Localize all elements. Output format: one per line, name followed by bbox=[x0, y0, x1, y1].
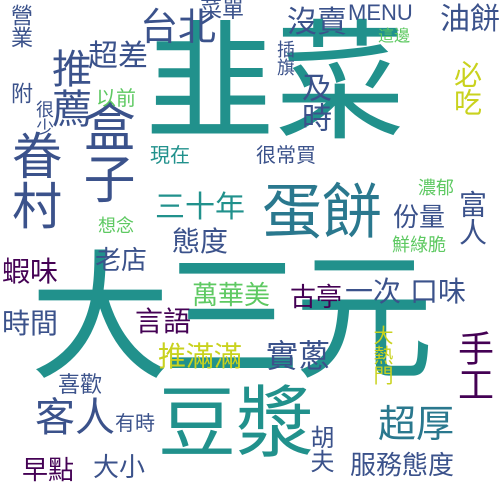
word-台北: 台北 bbox=[140, 5, 217, 49]
word-超厚: 超厚 bbox=[378, 402, 455, 446]
word-一次: 一次 bbox=[345, 275, 402, 308]
word-及時: 及時 bbox=[296, 72, 331, 132]
word-客人: 客人 bbox=[35, 395, 115, 441]
word-服務態度: 服務態度 bbox=[350, 451, 455, 481]
word-大小: 大小 bbox=[93, 453, 146, 483]
word-鮮綠脆: 鮮綠脆 bbox=[392, 235, 446, 256]
word-萬華美: 萬華美 bbox=[192, 281, 271, 311]
word-古亭: 古亭 bbox=[290, 283, 343, 313]
word-早點: 早點 bbox=[22, 456, 75, 486]
word-這邊: 這邊 bbox=[378, 26, 411, 45]
word-韭菜: 韭菜 bbox=[145, 7, 406, 159]
word-推滿滿: 推滿滿 bbox=[158, 340, 243, 373]
word-喜歡: 喜歡 bbox=[58, 373, 103, 398]
word-盒子: 盒子 bbox=[74, 100, 134, 204]
word-很少: 很少 bbox=[33, 100, 54, 136]
word-油餅: 油餅 bbox=[440, 2, 500, 37]
word-口味: 口味 bbox=[410, 275, 467, 308]
word-大三元: 大三元 bbox=[30, 238, 434, 401]
word-大熱門: 大熱門 bbox=[370, 325, 394, 385]
word-很常買: 很常買 bbox=[256, 143, 316, 167]
word-有時: 有時 bbox=[115, 411, 155, 435]
word-現在: 現在 bbox=[150, 143, 190, 167]
word-富人: 富人 bbox=[455, 190, 488, 246]
word-三十年: 三十年 bbox=[155, 190, 245, 225]
word-MENU: MENU bbox=[348, 0, 413, 25]
word-態度: 態度 bbox=[172, 225, 229, 258]
word-蛋餅: 蛋餅 bbox=[262, 178, 382, 248]
word-蝦味: 蝦味 bbox=[2, 255, 59, 288]
word-插旗: 插旗 bbox=[274, 40, 295, 76]
word-眷村: 眷村 bbox=[4, 130, 62, 230]
word-超差: 超差 bbox=[88, 39, 148, 74]
word-推薦: 推薦 bbox=[45, 48, 91, 128]
word-胡夫: 胡夫 bbox=[306, 425, 334, 473]
word-濃郁: 濃郁 bbox=[418, 178, 454, 199]
word-豆漿: 豆漿 bbox=[158, 379, 315, 469]
word-必吃: 必吃 bbox=[450, 60, 483, 116]
word-手工: 手工 bbox=[452, 330, 493, 402]
word-言語: 言語 bbox=[135, 305, 192, 338]
word-份量: 份量 bbox=[393, 203, 446, 233]
word-實蔥: 實蔥 bbox=[266, 337, 331, 375]
word-沒賣: 沒賣 bbox=[287, 5, 347, 40]
word-老店: 老店 bbox=[95, 246, 148, 276]
word-時間: 時間 bbox=[2, 307, 59, 340]
word-營業: 營業 bbox=[7, 4, 32, 48]
word-附: 附 bbox=[7, 82, 32, 104]
word-菜單: 菜單 bbox=[200, 0, 245, 23]
word-以前: 以前 bbox=[96, 86, 136, 110]
word-想念: 想念 bbox=[98, 216, 134, 237]
